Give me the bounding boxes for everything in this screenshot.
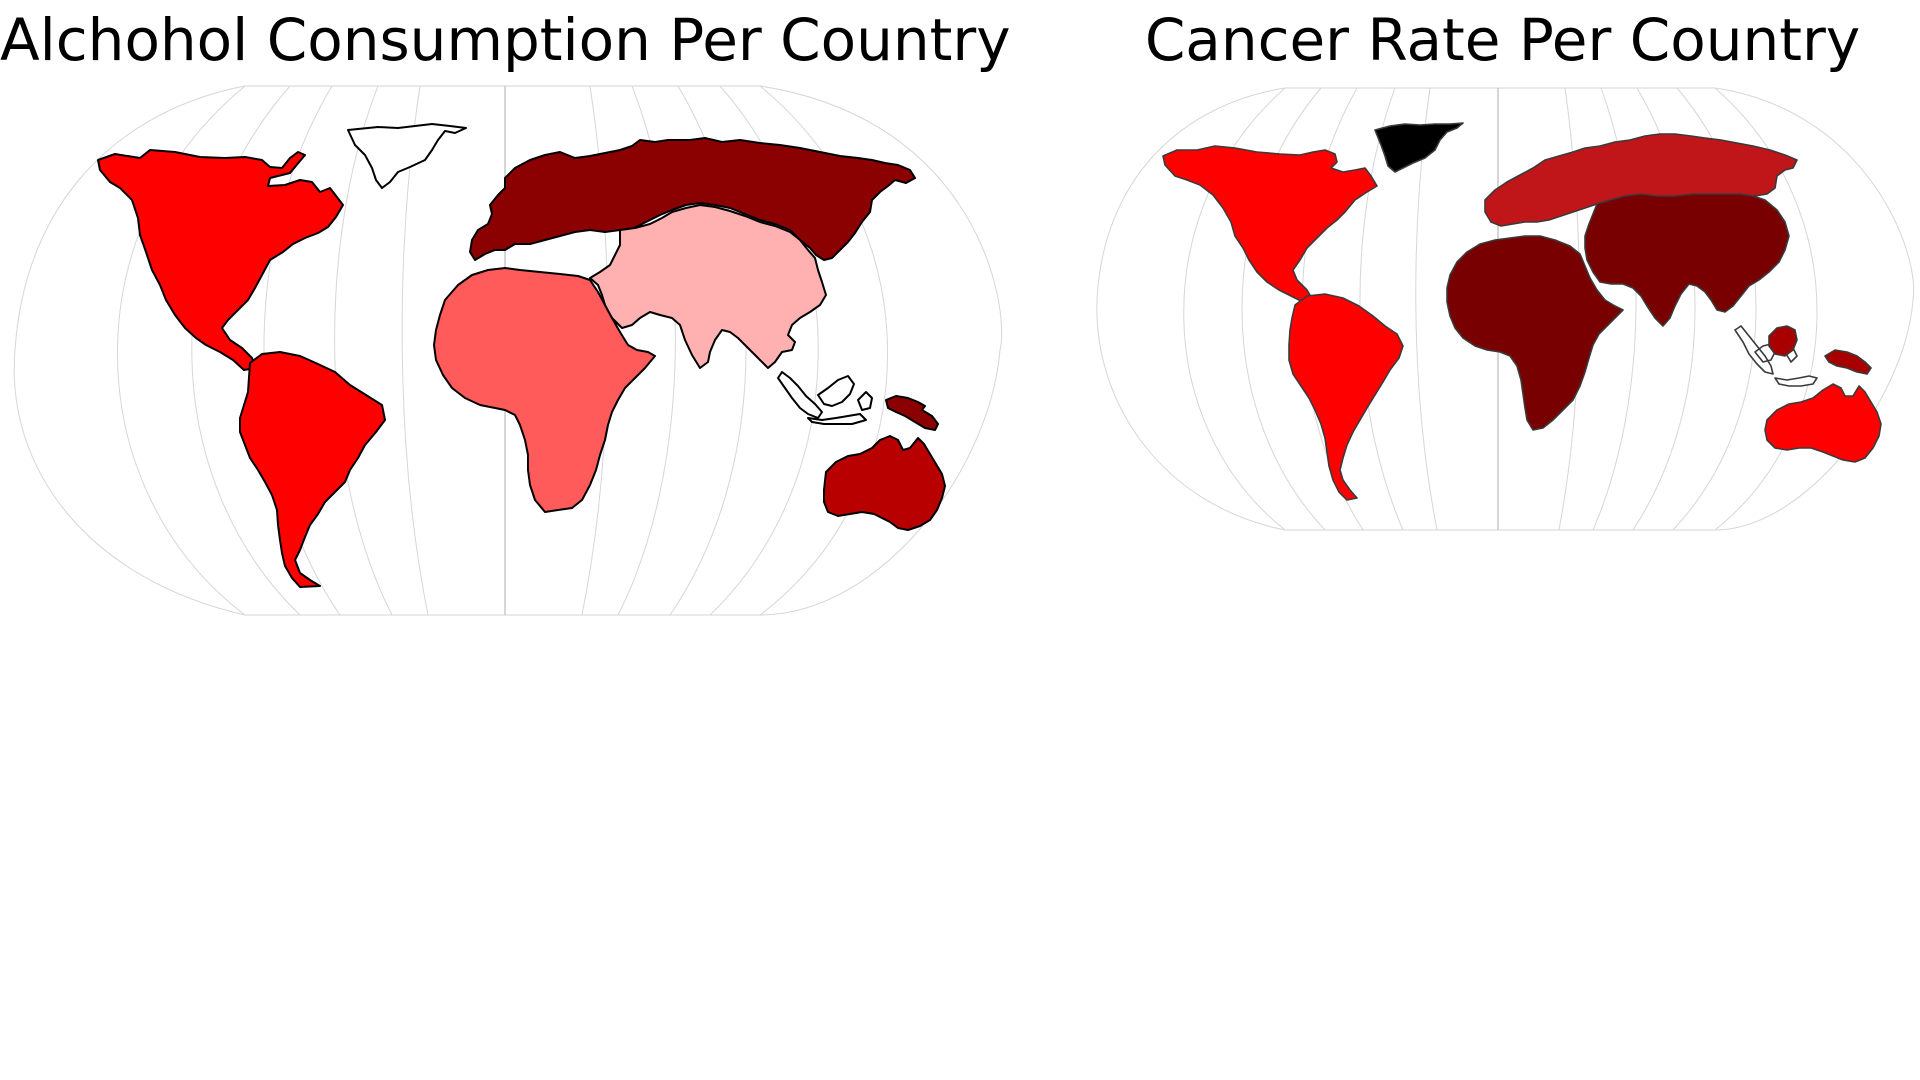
europe-russia-region[interactable] — [469, 137, 916, 261]
asia-region[interactable] — [589, 204, 827, 369]
south-america-region[interactable] — [239, 351, 386, 588]
australia-region[interactable] — [823, 435, 946, 531]
cancer-map — [1096, 87, 1915, 531]
meridian-w4 — [1241, 87, 1326, 531]
europe-russia-region[interactable] — [1484, 133, 1798, 227]
africa-region[interactable] — [433, 267, 656, 513]
meridian-e5 — [1714, 87, 1818, 531]
south-america-region[interactable] — [1288, 293, 1404, 501]
meridian-w5 — [1183, 87, 1286, 531]
meridian-w4 — [191, 85, 301, 616]
greenland-region[interactable] — [347, 123, 467, 189]
cancer-map-title: Cancer Rate Per Country — [1144, 6, 1861, 74]
greenland-region[interactable] — [1374, 122, 1464, 173]
cancer-map-panel: Cancer Rate Per Country — [1085, 0, 1920, 540]
papua-new-guinea-region[interactable] — [1824, 349, 1872, 375]
borneo-region[interactable] — [1768, 325, 1798, 357]
papua-new-guinea-region[interactable] — [885, 395, 939, 431]
meridian-w2 — [334, 85, 393, 616]
australia-region[interactable] — [1764, 383, 1882, 463]
alcohol-regions — [97, 123, 946, 588]
north-america-region[interactable] — [97, 149, 344, 371]
alcohol-map-panel: Alchohol Consumption Per Country — [0, 0, 1011, 620]
cancer-regions — [1162, 122, 1882, 501]
africa-region[interactable] — [1446, 235, 1624, 431]
alcohol-map-title: Alchohol Consumption Per Country — [0, 6, 1011, 74]
southeast-asia-islands-region[interactable] — [777, 371, 873, 425]
north-america-region[interactable] — [1162, 145, 1378, 303]
asia-region[interactable] — [1584, 193, 1790, 327]
alcohol-map — [13, 85, 1003, 616]
